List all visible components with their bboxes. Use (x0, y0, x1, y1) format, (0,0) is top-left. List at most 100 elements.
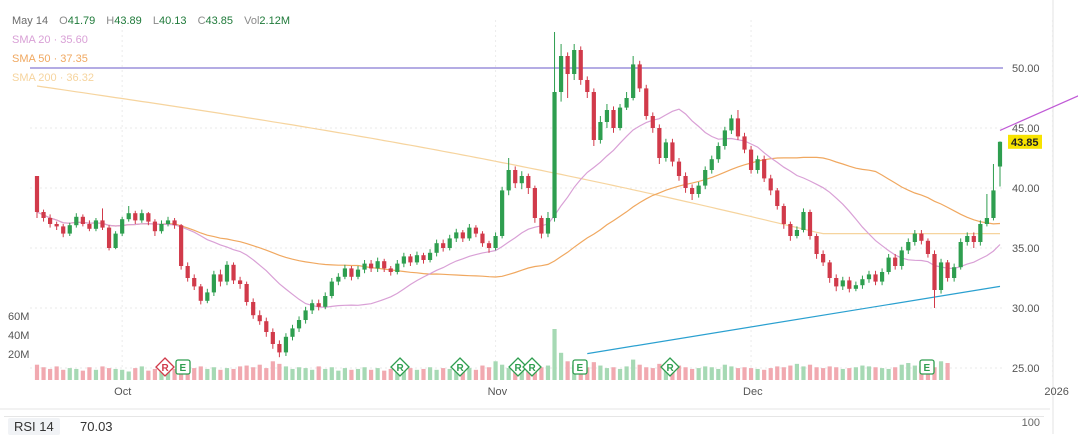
candle (100, 220, 105, 228)
volume-bar (879, 368, 885, 380)
volume-bar (834, 367, 839, 380)
volume-bar (192, 368, 197, 380)
marker-label: E (577, 363, 584, 374)
close-label: C (197, 15, 206, 27)
candle (742, 136, 747, 150)
volume-bar (54, 366, 59, 380)
rating-marker (450, 357, 470, 377)
volume-bar (257, 364, 262, 380)
candle (526, 176, 531, 188)
volume-bar (860, 365, 865, 380)
volume-bar (159, 369, 164, 380)
volume-bar (93, 369, 99, 380)
candle (460, 232, 465, 239)
volume-tick-label: 40M (8, 330, 29, 342)
volume-bar (755, 368, 760, 380)
candle (441, 243, 446, 248)
rsi-panel: RSI 14 70.03 100 (4, 416, 1044, 435)
candle (277, 344, 282, 353)
candle (133, 213, 138, 221)
candle (342, 268, 347, 277)
low-value: 40.13 (158, 15, 187, 27)
candle (296, 320, 302, 329)
volume-bar (133, 368, 138, 380)
candle (486, 243, 492, 248)
candle (270, 332, 275, 344)
volume-bar (126, 371, 131, 380)
candle (886, 257, 891, 272)
volume-bar (120, 369, 125, 380)
volume-bar (821, 368, 826, 380)
candle (978, 224, 983, 242)
candle (821, 254, 826, 263)
candle (251, 302, 256, 316)
candle (434, 243, 439, 253)
candle (670, 142, 675, 162)
candle (159, 224, 164, 232)
volume-bar (270, 361, 275, 380)
candle (735, 118, 741, 137)
candle (775, 190, 780, 206)
candle (192, 278, 197, 287)
candle (369, 263, 374, 269)
candle (473, 227, 479, 234)
volume-bar (703, 366, 708, 380)
y-tick-label: 35.00 (1012, 243, 1040, 255)
volume-bar (938, 361, 944, 380)
rsi-value: 70.03 (80, 419, 113, 434)
candle (539, 218, 544, 234)
marker-label: R (529, 363, 537, 374)
ohlc-legend: May 14 O41.79 H43.89 L40.13 C43.85 Vol2.… (12, 15, 290, 27)
candle (165, 220, 171, 224)
candle (61, 226, 66, 234)
volume-bar (473, 369, 479, 380)
volume-bar (434, 369, 439, 380)
marker-label: R (162, 363, 170, 374)
high-value: 43.89 (114, 15, 142, 27)
low-label: L (152, 15, 159, 27)
candle (709, 159, 714, 170)
candle (506, 170, 511, 191)
volume-bar (369, 369, 374, 380)
sma50-label[interactable]: SMA 50 · 37.35 (12, 53, 88, 65)
volume-bar (683, 367, 688, 380)
volume-bar (539, 367, 544, 380)
volume-bar (906, 363, 911, 380)
volume-bar (650, 368, 655, 380)
volume-bar (421, 368, 426, 380)
sma20-label[interactable]: SMA 20 · 35.60 (12, 34, 88, 46)
candle (755, 159, 760, 170)
volume-bar (467, 368, 472, 380)
candle (120, 219, 125, 234)
candle (244, 284, 249, 302)
candle (48, 218, 53, 224)
candle (912, 233, 917, 242)
volume-bar (807, 364, 813, 380)
volume-tick-label: 20M (8, 349, 29, 361)
rsi-label[interactable]: RSI 14 (8, 418, 60, 435)
candle (631, 64, 636, 98)
volume-bar (552, 329, 557, 380)
volume-bar (912, 365, 917, 380)
candle (650, 116, 655, 128)
close-value: 43.85 (205, 15, 234, 27)
candle (401, 256, 406, 264)
candle (768, 178, 773, 191)
sma200-label[interactable]: SMA 200 · 36.32 (12, 72, 94, 84)
volume-bar (637, 364, 642, 380)
open-label: O (59, 15, 68, 27)
candle (532, 188, 537, 218)
candle (847, 280, 852, 289)
volume-bar (41, 367, 46, 380)
candle (952, 267, 957, 278)
volume-bar (631, 359, 636, 380)
candle (565, 56, 570, 74)
volume-bar (945, 363, 950, 380)
volume-bar (329, 367, 334, 380)
volume-bar (414, 369, 420, 380)
candle (185, 266, 190, 278)
volume-bar (519, 368, 524, 380)
high-label: H (106, 15, 115, 27)
volume-bar (441, 368, 446, 380)
